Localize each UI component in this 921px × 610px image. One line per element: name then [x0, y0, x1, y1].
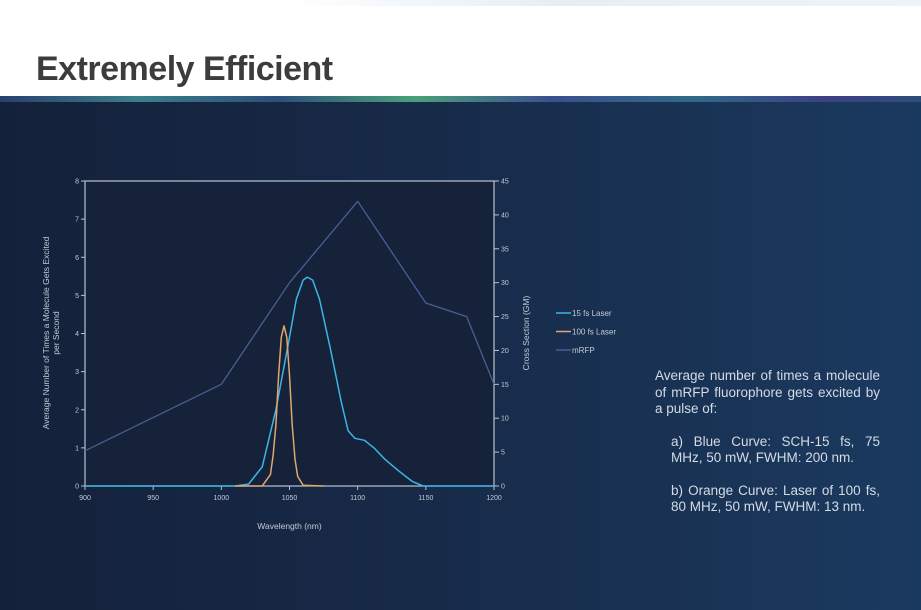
description-item-b: b) Orange Curve: Laser of 100 fs, 80 MHz… [671, 482, 880, 515]
y-tick-label: 1 [75, 445, 79, 452]
decorative-banner [0, 96, 921, 102]
y-tick-label: 2 [75, 407, 79, 414]
y-right-tick-label: 30 [501, 280, 509, 287]
series-line-100-fs-laser [235, 325, 324, 487]
x-tick-label: 1050 [282, 495, 298, 502]
y-right-tick-label: 0 [501, 484, 505, 491]
y-right-tick-label: 15 [501, 382, 509, 389]
slide-header: Extremely Efficient [0, 0, 921, 96]
legend-label: 15 fs Laser [572, 309, 612, 318]
legend-label: mRFP [572, 346, 595, 355]
x-tick-label: 1100 [350, 495, 365, 502]
y-axis-label: Average Number of Times a Molecule Gets … [41, 236, 61, 429]
y-right-tick-label: 40 [501, 212, 509, 219]
y-right-tick-label: 5 [501, 450, 505, 457]
y-right-tick-label: 45 [501, 179, 509, 186]
y-right-tick-label: 10 [501, 416, 509, 423]
top-strip [0, 0, 921, 6]
y-tick-label: 7 [75, 217, 79, 224]
legend-label: 100 fs Laser [572, 328, 616, 337]
y-right-axis-label: Cross Section (GM) [521, 296, 531, 371]
description-item-a: a) Blue Curve: SCH-15 fs, 75 MHz, 50 mW,… [671, 433, 880, 466]
y-tick-label: 6 [75, 255, 79, 262]
x-axis-label: Wavelength (nm) [257, 521, 322, 531]
y-tick-label: 4 [75, 331, 79, 338]
y-tick-label: 0 [75, 484, 79, 491]
y-right-tick-label: 20 [501, 348, 509, 355]
y-tick-label: 3 [75, 369, 79, 376]
series-line-15-fs-laser [85, 276, 494, 487]
x-tick-label: 1000 [214, 495, 230, 502]
y-tick-label: 5 [75, 293, 79, 300]
description-intro: Average number of times a molecule of mR… [655, 368, 880, 416]
y-tick-label: 8 [75, 179, 79, 186]
x-tick-label: 900 [79, 495, 91, 502]
y-right-tick-label: 35 [501, 246, 509, 253]
x-tick-label: 1200 [486, 495, 502, 502]
slide-title: Extremely Efficient [36, 50, 333, 88]
y-right-tick-label: 25 [501, 314, 509, 321]
x-tick-label: 1150 [418, 495, 433, 502]
series-line-mrfp [84, 200, 495, 452]
x-tick-label: 950 [147, 495, 159, 502]
description: Average number of times a molecule of mR… [655, 368, 880, 516]
